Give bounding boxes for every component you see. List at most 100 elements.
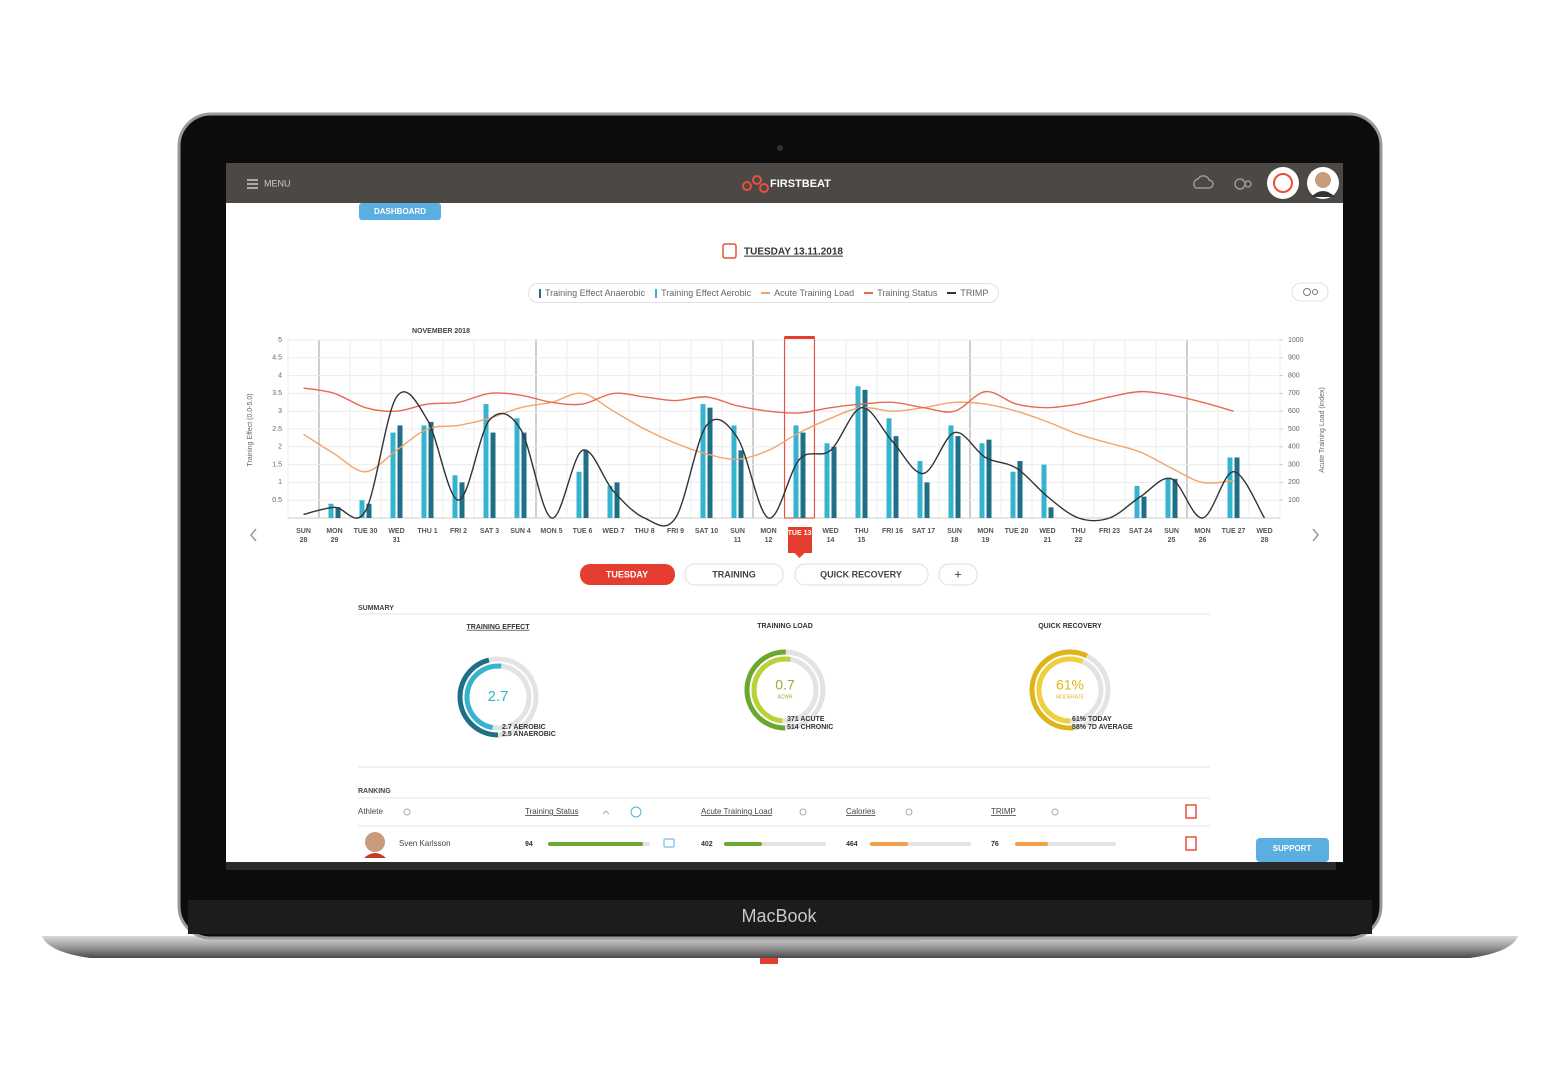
athlete-avatar [365, 832, 385, 852]
bar [483, 404, 489, 518]
prev-arrow[interactable] [250, 528, 257, 542]
dashboard-tab[interactable] [359, 203, 441, 220]
gauge-value: 61% [1056, 677, 1084, 693]
pdf-icon[interactable] [1185, 804, 1197, 819]
column-header[interactable]: Acute Training Load [701, 807, 772, 816]
menu-icon[interactable] [247, 179, 258, 189]
gauge [457, 656, 539, 738]
bar-fill [870, 842, 908, 846]
x-tick-label: TUE 30 [353, 528, 378, 535]
card-title[interactable]: TRAINING EFFECT [467, 624, 531, 631]
comment-icon[interactable] [663, 838, 675, 848]
tab-button-label[interactable]: TUESDAY [606, 569, 648, 579]
bezel-chin [188, 900, 1372, 934]
bar [614, 482, 620, 518]
base-led [760, 958, 778, 964]
bar [893, 436, 899, 518]
tab-button-label[interactable]: TRAINING [712, 569, 756, 579]
x-tick-label: WED 28 [1256, 528, 1273, 544]
tab-button[interactable] [684, 563, 784, 586]
support-label[interactable]: SUPPORT [1273, 844, 1312, 853]
header-icons[interactable] [1193, 175, 1252, 190]
column-header[interactable]: Calories [846, 807, 875, 816]
tab-button[interactable] [794, 563, 929, 586]
bar [855, 386, 861, 518]
menu-label[interactable]: MENU [264, 178, 291, 188]
column-header[interactable]: TRIMP [991, 807, 1016, 816]
y2-tick-label: 400 [1288, 444, 1300, 451]
column-header[interactable]: Training Status [525, 807, 579, 816]
section-title: RANKING [358, 788, 391, 795]
laptop-base [42, 936, 1518, 958]
legend: Training Effect Anaerobic Training Effect… [528, 283, 1000, 303]
x-tick-label: SAT 3 [479, 528, 500, 535]
bar [979, 443, 985, 518]
next-arrow[interactable] [1312, 528, 1319, 542]
legend-item: Training Status [864, 288, 937, 298]
date[interactable]: TUESDAY 13.11.2018 [744, 247, 843, 258]
athlete-shirt [364, 853, 386, 858]
y-tick-label: 1.5 [272, 461, 282, 468]
add-button-label[interactable]: + [954, 566, 962, 581]
y-tick-label: 4 [278, 372, 282, 379]
column-header[interactable]: Athlete [358, 807, 383, 816]
bar [824, 443, 830, 518]
add-button[interactable] [938, 563, 978, 586]
y2-tick-label: 900 [1288, 355, 1300, 362]
support-button[interactable] [1256, 838, 1329, 862]
legend-label: Acute Training Load [774, 288, 855, 298]
bar [793, 425, 799, 518]
y-tick-label: 2 [278, 444, 282, 451]
bar [738, 450, 744, 518]
bar [924, 482, 930, 518]
bar [359, 500, 365, 518]
x-tick-label: SUN 18 [947, 528, 962, 544]
x-tick-label: TUE 6 [572, 528, 593, 535]
x-tick-label: MON 5 [540, 528, 563, 535]
legend-item: Training Effect Anaerobic [539, 288, 645, 298]
team-avatar[interactable] [1267, 167, 1299, 199]
bar [1227, 457, 1233, 518]
x-tick-label: TUE 13 [787, 527, 812, 553]
x-tick-label: MON 29 [326, 528, 343, 544]
chart: 0.5 1 1.5 2 2.5 3 3.5 4 4.5 5 100 200 300 400 500 600 70… [272, 336, 1304, 527]
legend-marker [539, 288, 541, 298]
bar [1172, 478, 1178, 518]
chart-period: NOVEMBER 2018 [412, 328, 470, 335]
cell-value: 464 [846, 841, 858, 848]
bar [335, 507, 341, 518]
tab-button-label[interactable]: QUICK RECOVERY [820, 569, 902, 579]
legend-item: Training Effect Aerobic [655, 288, 751, 298]
bar [886, 418, 892, 518]
pdf-icon[interactable] [1185, 836, 1197, 851]
dashboard-tab-label[interactable]: DASHBOARD [374, 207, 426, 216]
bar-fill [1015, 842, 1048, 846]
gauge-sub: ACWR [777, 694, 793, 700]
gauge-sub: MODERATE [1056, 694, 1085, 700]
bar [1017, 461, 1023, 518]
bar [1165, 478, 1171, 518]
legend-marker [947, 292, 957, 294]
team-logo [1273, 173, 1293, 193]
highlight-cap [784, 336, 815, 339]
x-tick-label: SUN 28 [296, 528, 311, 544]
line [303, 387, 1234, 414]
line [303, 392, 1234, 484]
tab-button-active[interactable] [580, 564, 675, 585]
x-tick-label: THU 22 [1071, 528, 1086, 544]
athlete-name[interactable]: Sven Karlsson [399, 839, 451, 848]
x-tick-label: THU 1 [417, 528, 438, 535]
x-tick-label: FRI 2 [449, 528, 468, 535]
gauge-detail: 2.5 ANAEROBIC [502, 731, 556, 738]
y-tick-label: 3 [278, 408, 282, 415]
user-face [1315, 172, 1331, 188]
calendar-icon[interactable] [722, 243, 737, 259]
x-tick-label: SUN 4 [510, 528, 531, 535]
sort-icons[interactable] [403, 808, 1059, 816]
bar [1048, 507, 1054, 518]
card-title: TRAINING LOAD [757, 623, 813, 630]
bar [831, 446, 837, 518]
camera [777, 145, 783, 151]
legend-label: Training Effect Anaerobic [545, 288, 646, 298]
help-icon[interactable] [630, 806, 642, 818]
